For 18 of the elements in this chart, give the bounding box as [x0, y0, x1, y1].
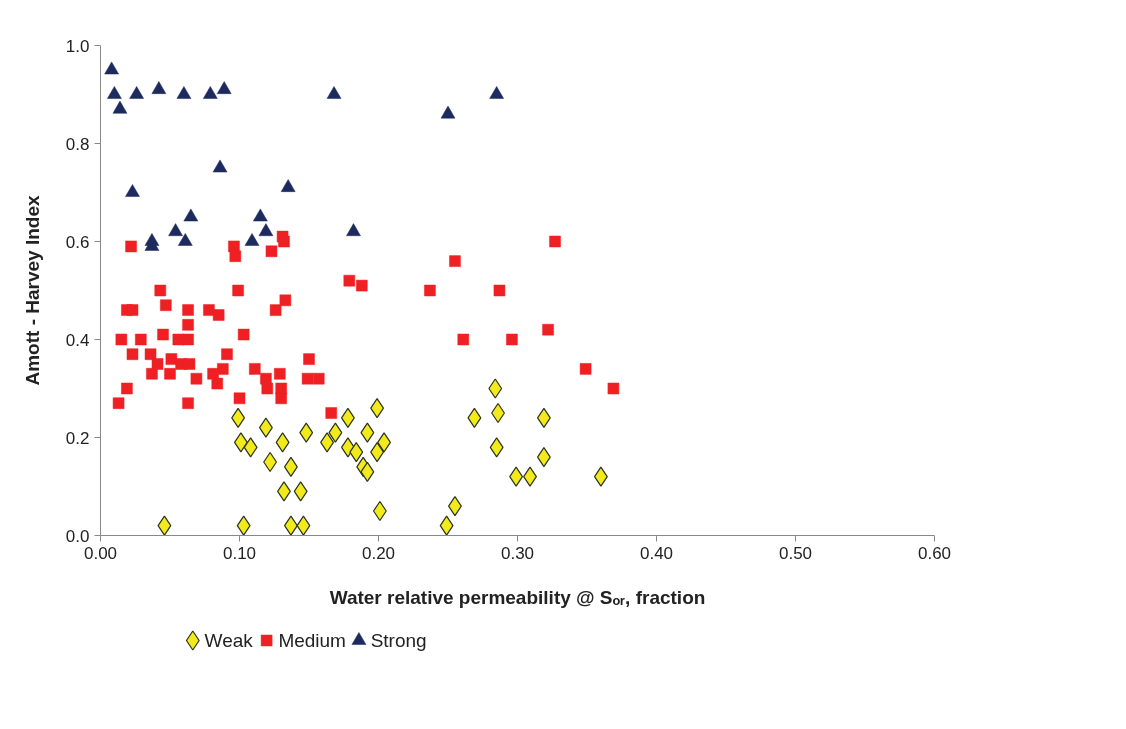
x-tick-label: 0.20	[361, 543, 396, 563]
y-tick-label: 0.4	[65, 330, 90, 350]
y-tick-label: 0.0	[65, 526, 90, 546]
y-tick-label: 0.2	[65, 428, 90, 448]
x-tick-label: 0.00	[83, 543, 118, 563]
y-tick-label: 1.0	[65, 36, 90, 56]
y-tick-label: 0.6	[65, 232, 90, 252]
legend-label: Medium	[278, 630, 346, 651]
x-tick-label: 0.40	[639, 543, 674, 563]
legend-label: Strong	[370, 630, 427, 651]
legend-label: Weak	[204, 630, 254, 651]
x-tick-label: 0.60	[917, 543, 952, 563]
x-tick-label: 0.50	[778, 543, 813, 563]
x-tick-label: 0.10	[222, 543, 257, 563]
y-tick-label: 0.8	[65, 134, 90, 154]
y-axis-title: Amott - Harvey Index	[21, 195, 43, 386]
x-tick-label: 0.30	[500, 543, 535, 563]
x-axis-title: Water relative permeability @ Sₒᵣ, fraction	[329, 586, 706, 608]
